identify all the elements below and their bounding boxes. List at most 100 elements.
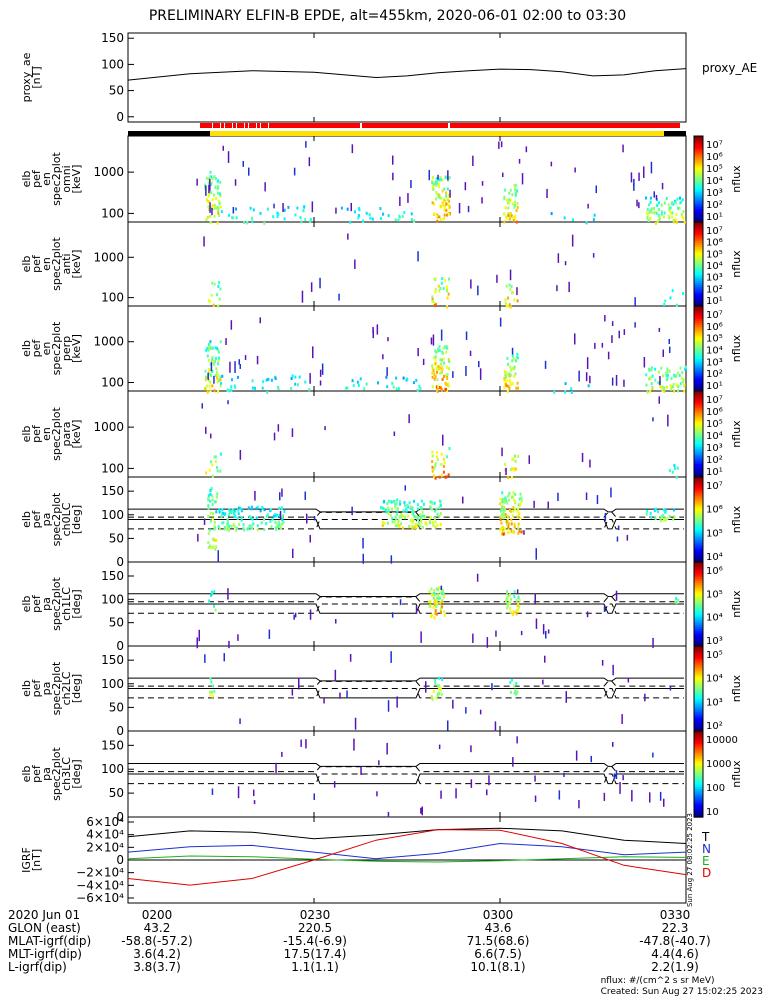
heatmap-cell [222, 145, 224, 151]
heatmap-cell [505, 519, 508, 523]
heatmap-cell [646, 390, 649, 394]
heatmap-cell [421, 510, 424, 514]
status-gap [360, 123, 362, 128]
heatmap-cell [681, 371, 684, 375]
heatmap-cell [507, 531, 510, 535]
y-tick-label: 1000 [93, 165, 124, 179]
heatmap-cell [210, 374, 213, 378]
heatmap-cell [277, 525, 279, 529]
heatmap-cell [437, 597, 440, 601]
heatmap-cell [255, 516, 258, 520]
heatmap-cell [613, 773, 616, 780]
heatmap-cell [610, 487, 612, 498]
heatmap-cell [434, 611, 437, 615]
heatmap-cell [240, 516, 243, 520]
colorbar-cell [694, 427, 703, 431]
heatmap-cell [383, 507, 386, 511]
heatmap-cell [205, 471, 208, 475]
heatmap-cell [446, 365, 449, 369]
heatmap-cell [623, 329, 626, 335]
heatmap-cell [219, 384, 222, 388]
heatmap-cell [433, 377, 436, 381]
heatmap-cell [396, 512, 399, 516]
heatmap-cell [447, 193, 450, 197]
heatmap-cell [389, 513, 392, 517]
heatmap-cell [211, 498, 214, 502]
heatmap-cell [550, 161, 553, 167]
heatmap-cell [393, 499, 396, 503]
colorbar-cell [694, 395, 703, 399]
heatmap-cell [515, 356, 518, 359]
y-tick-label: 150 [101, 484, 124, 498]
colorbar-cell [694, 699, 703, 702]
footer-label: 2020 Jun 01 [8, 908, 81, 922]
heatmap-cell [516, 356, 519, 360]
footer-value: 3.8(3.7) [133, 960, 181, 974]
heatmap-cell [514, 459, 517, 463]
heatmap-cell [403, 501, 406, 504]
heatmap-cell [428, 518, 431, 522]
heatmap-cell [507, 594, 510, 598]
heatmap-cell [671, 289, 674, 293]
heatmap-cell [470, 279, 472, 289]
heatmap-cell [502, 532, 505, 536]
colorbar-cell [694, 614, 703, 618]
colorbar-tick: 10⁴ [706, 176, 723, 187]
heatmap-cell [214, 374, 217, 377]
colorbar-cell [694, 270, 703, 273]
footer-value: 6.6(7.5) [474, 947, 522, 961]
heatmap-cell [391, 381, 394, 385]
heatmap-cell [291, 689, 294, 696]
heatmap-cell [622, 144, 624, 153]
heatmap-cell [511, 457, 514, 461]
colorbar-tick: 10¹ [706, 296, 723, 307]
colorbar-cell [694, 559, 703, 563]
heatmap-cell [673, 389, 676, 393]
heatmap-cell [352, 384, 355, 388]
heatmap-cell [645, 196, 647, 200]
heatmap-cell [440, 585, 443, 590]
heatmap-cell [224, 512, 227, 516]
heatmap-cell [436, 378, 439, 382]
heatmap-cell [319, 369, 322, 377]
heatmap-cell [516, 205, 519, 209]
axis-label: spec2plot [50, 661, 63, 715]
colorbar-cell [694, 620, 703, 624]
heatmap-cell [251, 379, 254, 383]
colorbar-tick: 10⁴ [706, 613, 723, 624]
heatmap-cell [407, 193, 409, 203]
heatmap-cell [399, 599, 402, 606]
heatmap-cell [501, 505, 504, 509]
heatmap-cell [207, 372, 209, 380]
heatmap-cell [432, 185, 435, 189]
footer-value: 43.6 [484, 921, 512, 935]
heatmap-cell [683, 389, 686, 393]
heatmap-cell [400, 512, 403, 516]
colorbar-cell [694, 705, 703, 709]
axis-label: spec2plot [50, 747, 63, 801]
colorbar-cell [694, 553, 703, 557]
footer-value: 10.1(8.1) [470, 960, 526, 974]
heatmap-cell [507, 373, 510, 377]
colorbar-cell [694, 716, 703, 719]
heatmap-cell [495, 630, 497, 637]
heatmap-cell [446, 187, 449, 191]
heatmap-cell [405, 509, 408, 513]
footer-row-l: L-igrf(dip) 3.8(3.7) 1.1(1.1) 10.1(8.1) … [0, 961, 775, 974]
heatmap-cell [439, 205, 442, 209]
colorbar-cell [694, 243, 703, 246]
heatmap-cell [347, 233, 349, 240]
heatmap-cell [219, 377, 222, 381]
y-tick-label: 150 [101, 31, 124, 45]
heatmap-cell [394, 506, 397, 510]
heatmap-cell [654, 378, 657, 382]
colorbar-cell [694, 391, 703, 394]
heatmap-cell [217, 211, 220, 215]
heatmap-cell [511, 476, 513, 480]
heatmap-cell [511, 366, 514, 370]
heatmap-cell [611, 335, 613, 343]
colorbar-cell [694, 694, 703, 698]
heatmap-cell [660, 203, 663, 207]
heatmap-cell [651, 387, 654, 391]
heatmap-cell [218, 297, 221, 301]
